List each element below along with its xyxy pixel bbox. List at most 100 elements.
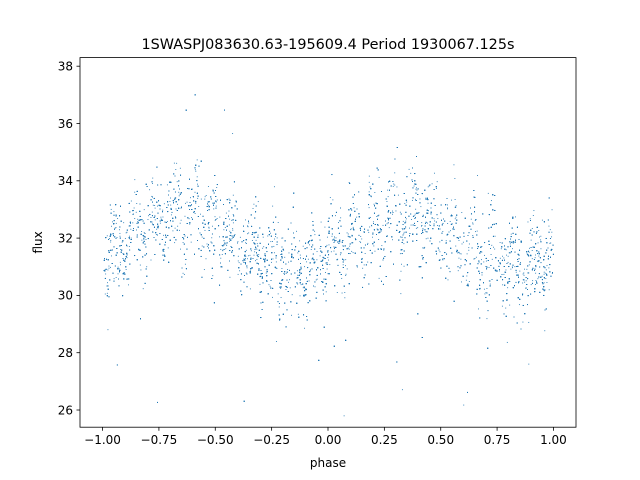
data-point [362, 267, 364, 269]
data-point [314, 230, 316, 232]
data-point [182, 242, 184, 244]
data-point [425, 238, 427, 240]
data-point [201, 236, 203, 238]
data-point [206, 243, 208, 245]
data-point [135, 211, 137, 213]
data-point [316, 259, 318, 261]
data-point [477, 175, 478, 177]
data-point [522, 273, 524, 275]
data-point [528, 251, 530, 253]
data-point [534, 257, 536, 259]
data-point [514, 266, 516, 268]
data-point [269, 285, 271, 287]
data-point [328, 259, 330, 261]
data-point [297, 252, 299, 254]
data-point [304, 287, 305, 289]
data-point [152, 177, 154, 179]
data-point [532, 280, 534, 282]
data-point [122, 253, 124, 255]
data-point [474, 220, 476, 221]
data-point [280, 287, 282, 289]
data-point [237, 273, 239, 275]
data-point [299, 254, 301, 256]
data-point [216, 199, 218, 201]
data-point [523, 272, 525, 274]
data-point [453, 164, 455, 166]
data-point [383, 249, 385, 251]
data-point [528, 264, 530, 266]
data-point [538, 230, 540, 231]
data-point [370, 216, 371, 218]
data-point [142, 288, 144, 290]
data-point [133, 207, 135, 209]
data-point [374, 250, 376, 252]
data-point [481, 246, 483, 247]
data-point [250, 270, 251, 272]
data-point [140, 269, 142, 271]
data-point [353, 207, 355, 209]
data-point [361, 238, 363, 240]
data-point [180, 248, 181, 250]
data-point [125, 269, 127, 270]
data-point [525, 280, 527, 282]
data-point [327, 264, 329, 266]
data-point [224, 227, 226, 229]
data-point [126, 231, 128, 233]
data-point [208, 204, 210, 206]
data-point [225, 212, 227, 214]
data-point [392, 239, 393, 241]
data-point [184, 263, 186, 265]
data-point [526, 253, 528, 255]
data-point [351, 234, 353, 236]
data-point [458, 239, 460, 241]
data-point [222, 250, 224, 252]
data-point [505, 269, 507, 271]
data-point [419, 198, 421, 200]
data-point [137, 221, 139, 223]
data-point [296, 270, 298, 272]
data-point [275, 236, 277, 238]
data-point [297, 274, 299, 276]
data-point [449, 220, 451, 222]
data-point [536, 260, 538, 262]
data-point [262, 247, 264, 249]
data-point [475, 231, 476, 233]
data-point [378, 176, 380, 178]
data-point [139, 219, 141, 221]
data-point [392, 185, 394, 187]
data-point [245, 272, 247, 274]
data-point [428, 210, 429, 212]
data-point [108, 267, 110, 269]
data-point [530, 284, 532, 286]
data-point [372, 236, 373, 238]
data-point [499, 242, 501, 244]
data-point [197, 183, 198, 185]
data-point [522, 321, 524, 323]
data-point [108, 238, 110, 239]
data-point [258, 254, 260, 256]
data-point [372, 233, 374, 235]
data-point [270, 241, 272, 243]
data-point [403, 231, 405, 233]
data-point [491, 258, 493, 260]
data-point [304, 266, 306, 268]
data-point [347, 235, 349, 237]
data-point [342, 246, 344, 247]
data-point [465, 279, 467, 281]
data-point [348, 248, 350, 250]
data-point [228, 210, 230, 212]
data-point [500, 248, 502, 250]
data-point [528, 321, 530, 323]
data-point [285, 289, 287, 290]
data-point [285, 273, 287, 274]
data-point [457, 252, 459, 254]
data-point [118, 268, 120, 270]
data-point [463, 404, 465, 406]
data-point [256, 258, 258, 260]
data-point [538, 255, 540, 257]
data-point [229, 276, 231, 278]
data-point [182, 272, 184, 274]
data-point [115, 215, 117, 217]
data-point [428, 185, 430, 187]
data-point [336, 292, 338, 293]
